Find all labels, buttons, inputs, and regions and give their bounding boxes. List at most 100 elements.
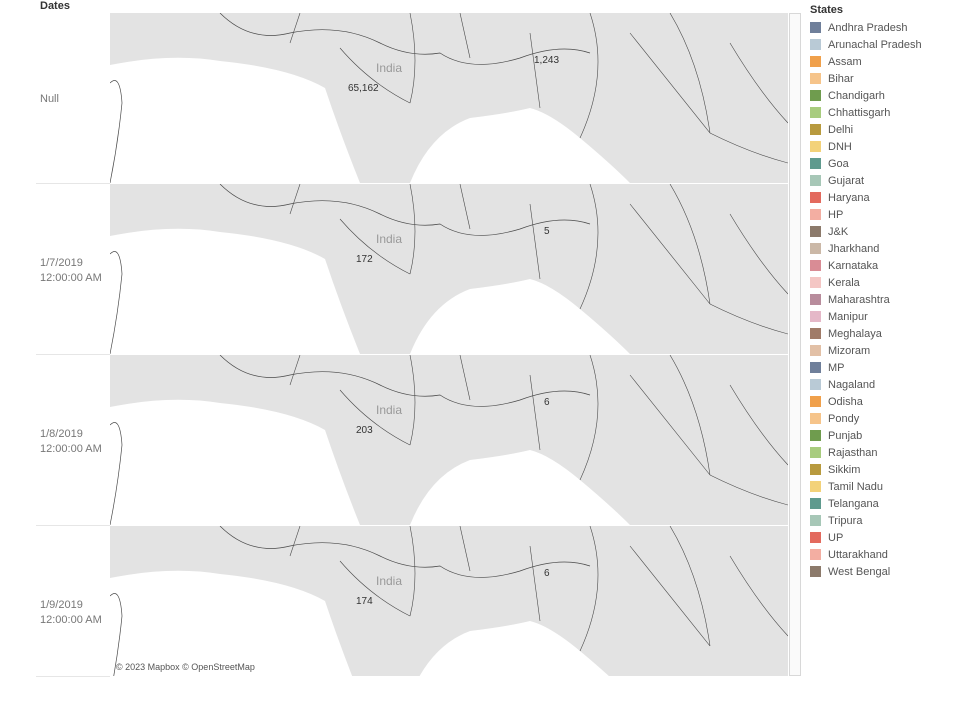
legend-swatch bbox=[810, 447, 821, 458]
legend-item[interactable]: Nagaland bbox=[810, 376, 960, 393]
legend-item[interactable]: Mizoram bbox=[810, 342, 960, 359]
legend-label: Gujarat bbox=[828, 174, 865, 187]
legend-label: Chhattisgarh bbox=[828, 106, 891, 119]
legend-item[interactable]: Andhra Pradesh bbox=[810, 19, 960, 36]
legend-item[interactable]: Manipur bbox=[810, 308, 960, 325]
legend-label: Arunachal Pradesh bbox=[828, 38, 922, 51]
legend-label: Odisha bbox=[828, 395, 863, 408]
legend-label: Telangana bbox=[828, 497, 879, 510]
legend-label: West Bengal bbox=[828, 565, 891, 578]
legend-item[interactable]: Gujarat bbox=[810, 172, 960, 189]
legend-item[interactable]: Bihar bbox=[810, 70, 960, 87]
legend-items: Andhra Pradesh Arunachal Pradesh Assam Biha… bbox=[810, 19, 960, 580]
legend-swatch bbox=[810, 328, 821, 339]
legend-item[interactable]: West Bengal bbox=[810, 563, 960, 580]
map-panel[interactable]: India 65,162 1,243 bbox=[110, 13, 788, 184]
legend-item[interactable]: HP bbox=[810, 206, 960, 223]
legend-swatch bbox=[810, 22, 821, 33]
legend-label: Karnataka bbox=[828, 259, 879, 272]
india-value-label: 65,162 bbox=[348, 83, 379, 94]
legend-item[interactable]: Uttarakhand bbox=[810, 546, 960, 563]
legend-label: UP bbox=[828, 531, 844, 544]
legend-item[interactable]: UP bbox=[810, 529, 960, 546]
legend-item[interactable]: J&K bbox=[810, 223, 960, 240]
india-value-label: 203 bbox=[356, 425, 373, 436]
row-divider bbox=[36, 354, 110, 355]
legend-item[interactable]: Goa bbox=[810, 155, 960, 172]
legend-item[interactable]: Sikkim bbox=[810, 461, 960, 478]
east-value-label: 5 bbox=[544, 226, 550, 237]
legend-item[interactable]: Punjab bbox=[810, 427, 960, 444]
legend-item[interactable]: Rajasthan bbox=[810, 444, 960, 461]
map-panel[interactable]: India 203 6 bbox=[110, 355, 788, 526]
legend-label: Mizoram bbox=[828, 344, 871, 357]
map-background bbox=[110, 184, 788, 354]
legend-swatch bbox=[810, 124, 821, 135]
legend-label: Jharkhand bbox=[828, 242, 880, 255]
legend-swatch bbox=[810, 549, 821, 560]
legend-item[interactable]: Meghalaya bbox=[810, 325, 960, 342]
row-labels: Null 1/7/2019 12:00:00 AM 1/8/2019 12:00… bbox=[36, 13, 110, 676]
legend-item[interactable]: Kerala bbox=[810, 274, 960, 291]
row-date-label: 1/7/2019 12:00:00 AM bbox=[40, 257, 102, 284]
legend-swatch bbox=[810, 481, 821, 492]
legend-item[interactable]: Telangana bbox=[810, 495, 960, 512]
legend-item[interactable]: Jharkhand bbox=[810, 240, 960, 257]
legend-item[interactable]: DNH bbox=[810, 138, 960, 155]
legend-label: Chandigarh bbox=[828, 89, 885, 102]
legend-label: J&K bbox=[828, 225, 849, 238]
legend-item[interactable]: Arunachal Pradesh bbox=[810, 36, 960, 53]
legend-label: Manipur bbox=[828, 310, 868, 323]
legend-item[interactable]: Haryana bbox=[810, 189, 960, 206]
east-value-label: 6 bbox=[544, 568, 550, 579]
legend-item[interactable]: Tamil Nadu bbox=[810, 478, 960, 495]
legend-swatch bbox=[810, 260, 821, 271]
legend-swatch bbox=[810, 430, 821, 441]
legend-label: Meghalaya bbox=[828, 327, 882, 340]
map-background bbox=[110, 13, 788, 183]
legend-item[interactable]: Odisha bbox=[810, 393, 960, 410]
legend-swatch bbox=[810, 107, 821, 118]
legend-swatch bbox=[810, 141, 821, 152]
legend-label: Haryana bbox=[828, 191, 870, 204]
legend-item[interactable]: MP bbox=[810, 359, 960, 376]
india-value-label: 174 bbox=[356, 596, 373, 607]
country-label: India bbox=[376, 61, 403, 75]
map-panels[interactable]: India 65,162 1,243 India 172 5 bbox=[110, 13, 788, 677]
legend-swatch bbox=[810, 532, 821, 543]
legend-swatch bbox=[810, 498, 821, 509]
legend-label: Nagaland bbox=[828, 378, 876, 391]
legend-swatch bbox=[810, 294, 821, 305]
legend-label: HP bbox=[828, 208, 844, 221]
map-panel[interactable]: India 174 6 bbox=[110, 526, 788, 677]
legend-swatch bbox=[810, 515, 821, 526]
legend-label: Tamil Nadu bbox=[828, 480, 884, 493]
legend-item[interactable]: Chhattisgarh bbox=[810, 104, 960, 121]
legend-item[interactable]: Chandigarh bbox=[810, 87, 960, 104]
legend-swatch bbox=[810, 175, 821, 186]
states-legend: States Andhra Pradesh Arunachal Pradesh As… bbox=[810, 4, 960, 580]
legend-label: Uttarakhand bbox=[828, 548, 888, 561]
legend-item[interactable]: Delhi bbox=[810, 121, 960, 138]
legend-item[interactable]: Karnataka bbox=[810, 257, 960, 274]
legend-item[interactable]: Assam bbox=[810, 53, 960, 70]
map-panel[interactable]: India 172 5 bbox=[110, 184, 788, 355]
row-date-label: Null bbox=[40, 93, 59, 105]
legend-swatch bbox=[810, 243, 821, 254]
legend-swatch bbox=[810, 311, 821, 322]
legend-label: Andhra Pradesh bbox=[828, 21, 908, 34]
legend-swatch bbox=[810, 158, 821, 169]
legend-item[interactable]: Maharashtra bbox=[810, 291, 960, 308]
legend-swatch bbox=[810, 396, 821, 407]
legend-label: Maharashtra bbox=[828, 293, 890, 306]
map-attribution: © 2023 Mapbox © OpenStreetMap bbox=[116, 662, 255, 672]
legend-label: MP bbox=[828, 361, 845, 374]
country-label: India bbox=[376, 403, 403, 417]
legend-item[interactable]: Tripura bbox=[810, 512, 960, 529]
legend-swatch bbox=[810, 73, 821, 84]
legend-item[interactable]: Pondy bbox=[810, 410, 960, 427]
legend-label: Pondy bbox=[828, 412, 860, 425]
legend-scrollbar[interactable] bbox=[789, 13, 801, 676]
legend-title: States bbox=[810, 4, 844, 16]
legend-swatch bbox=[810, 226, 821, 237]
